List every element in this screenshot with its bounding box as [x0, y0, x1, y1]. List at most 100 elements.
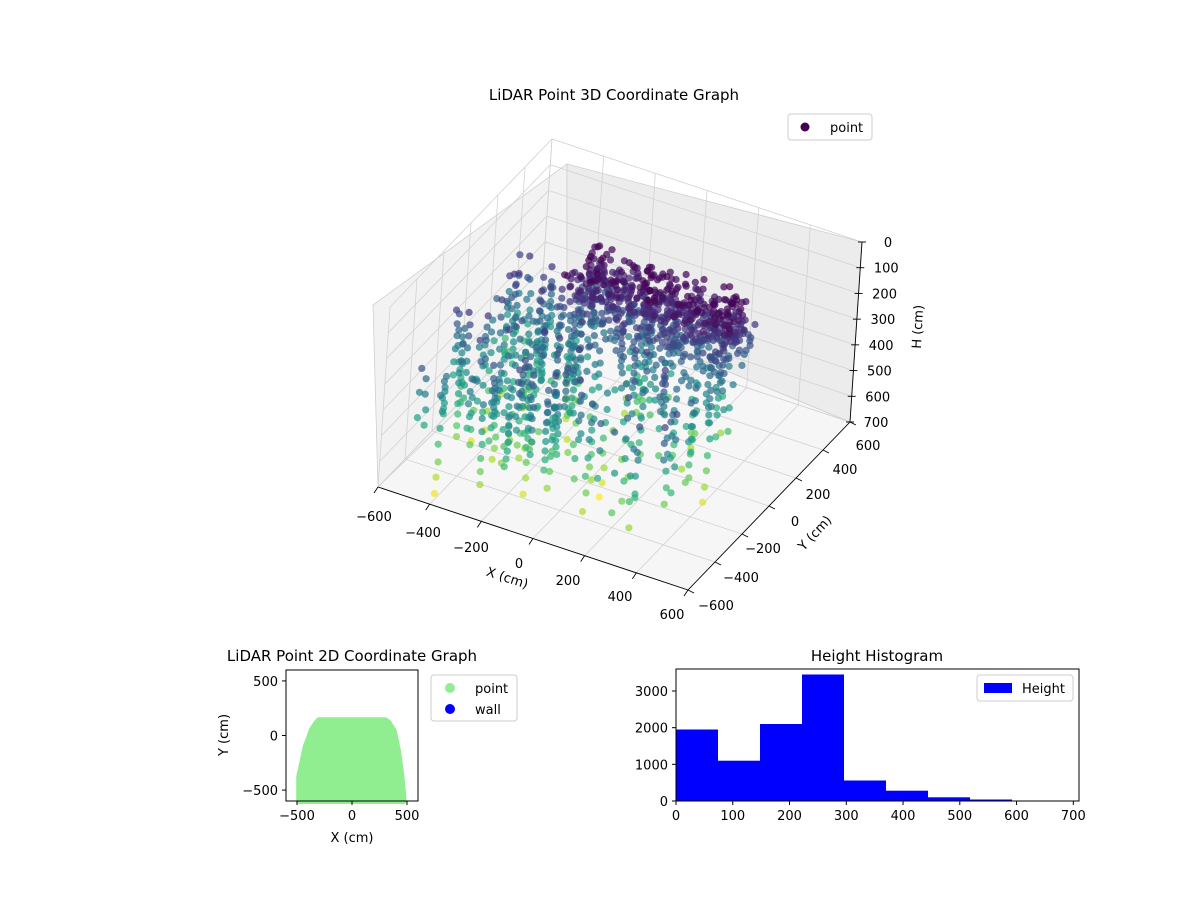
data-point-3d [659, 380, 667, 388]
data-point-3d [609, 303, 617, 311]
data-point-3d [600, 464, 608, 472]
data-point-3d [569, 344, 577, 352]
data-point-3d [568, 394, 576, 402]
data-point-3d [666, 359, 675, 367]
data-point-3d [720, 341, 728, 349]
y-tick-label-2d: 0 [270, 730, 278, 745]
x-tick-mark-3d [631, 572, 637, 580]
data-point-3d [662, 484, 670, 492]
y-tick-label-histogram: 2000 [635, 722, 668, 737]
data-point-3d [553, 327, 561, 335]
data-point-3d [701, 319, 709, 327]
data-point-3d [609, 268, 617, 276]
data-point-3d [663, 333, 671, 341]
data-point-3d [691, 278, 699, 286]
data-point-3d [660, 439, 668, 447]
data-point-3d [462, 368, 470, 377]
data-point-3d [555, 346, 564, 354]
data-point-3d [514, 378, 523, 386]
data-point-3d [625, 274, 633, 282]
data-point-3d [523, 295, 531, 303]
data-point-3d [625, 259, 633, 267]
data-point-3d [611, 428, 619, 436]
data-point-3d [580, 299, 588, 307]
z-tick-label-3d: 100 [874, 262, 899, 277]
data-point-3d [585, 436, 593, 444]
data-point-3d [685, 301, 693, 309]
data-point-3d [671, 463, 679, 471]
data-point-3d [617, 384, 626, 392]
data-point-3d [613, 277, 621, 285]
data-point-3d [636, 289, 645, 297]
data-point-3d [678, 465, 686, 473]
data-point-3d [594, 243, 602, 251]
x-tick-label-3d: 400 [608, 590, 633, 605]
data-point-3d [720, 406, 728, 414]
data-point-3d [561, 271, 569, 279]
data-point-3d [700, 275, 708, 284]
data-point-3d [600, 261, 608, 269]
histogram-bar [760, 724, 802, 801]
data-point-3d [618, 340, 626, 348]
data-point-3d [612, 346, 620, 355]
data-point-3d [715, 295, 723, 303]
data-point-3d [656, 344, 664, 352]
data-point-3d [631, 490, 639, 498]
data-point-3d [476, 336, 484, 344]
data-point-3d [605, 316, 613, 324]
data-point-3d [575, 346, 584, 354]
data-point-3d [496, 329, 504, 337]
data-point-3d [512, 351, 520, 359]
data-point-3d [457, 357, 465, 365]
data-point-3d [620, 278, 628, 286]
data-point-3d [715, 349, 723, 357]
data-point-3d [682, 373, 690, 381]
data-point-3d [430, 489, 438, 497]
data-point-3d [490, 412, 498, 420]
data-point-3d [719, 361, 727, 369]
data-point-3d [569, 386, 578, 394]
data-point-3d [557, 321, 565, 329]
data-point-3d [543, 409, 551, 417]
data-point-3d [656, 393, 664, 401]
data-point-3d [595, 493, 603, 501]
data-point-3d [585, 269, 593, 278]
data-point-3d [705, 411, 713, 419]
data-point-3d [509, 345, 517, 353]
data-point-3d [453, 332, 461, 340]
data-point-3d [598, 479, 606, 487]
data-point-3d [690, 409, 698, 417]
data-point-3d [548, 420, 556, 428]
y-tick-label-3d: −200 [745, 542, 781, 557]
data-point-3d [577, 411, 585, 419]
data-point-3d [720, 355, 728, 363]
data-point-3d [465, 413, 474, 421]
data-point-3d [527, 290, 535, 298]
data-point-3d [621, 286, 629, 294]
data-point-3d [595, 383, 603, 391]
legend-histogram-frame [976, 674, 1074, 702]
data-point-3d [505, 403, 513, 411]
data-point-3d [478, 428, 486, 436]
data-point-3d [617, 362, 625, 370]
data-point-3d [442, 372, 451, 380]
data-point-3d [516, 366, 524, 374]
data-point-3d [738, 361, 746, 369]
x-tick-mark-3d [476, 521, 482, 528]
y-tick-label-3d: −600 [698, 599, 734, 614]
data-point-3d [661, 366, 669, 374]
data-point-3d [665, 326, 673, 334]
data-point-3d [625, 304, 633, 312]
data-point-3d [453, 422, 461, 430]
x-tick-label-3d: 200 [556, 574, 581, 589]
x-tick-mark-3d [580, 555, 586, 562]
data-point-3d [473, 397, 481, 405]
data-point-3d [670, 312, 678, 321]
data-point-3d [704, 331, 712, 339]
data-point-3d [526, 451, 534, 459]
data-point-3d [561, 403, 569, 411]
chart-histogram: Height Histogram 0 100 200 300 400 500 600 7000… [635, 647, 1086, 824]
data-point-3d [662, 467, 670, 475]
data-point-3d [582, 263, 590, 271]
data-point-3d [492, 433, 500, 441]
